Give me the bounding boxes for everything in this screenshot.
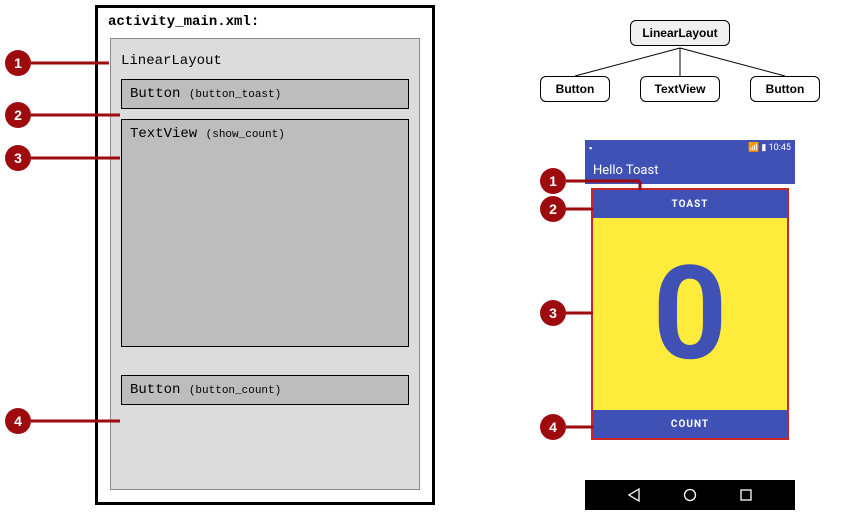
spacer	[121, 357, 409, 375]
tree-child-textview: TextView	[640, 76, 720, 102]
badge-r2: 2	[540, 196, 566, 222]
signal-icon: 📶	[748, 143, 759, 153]
badge-3: 3	[5, 145, 31, 171]
xml-filename: activity_main.xml:	[108, 14, 259, 30]
app-content-outline: TOAST 0 COUNT	[591, 188, 789, 440]
status-time: 10:45	[769, 143, 791, 153]
badge-r3: 3	[540, 300, 566, 326]
status-right: 📶 ▮ 10:45	[748, 143, 791, 153]
linear-layout-box: LinearLayout Button (button_toast) TextV…	[110, 38, 420, 490]
status-bar: ▪ 📶 ▮ 10:45	[585, 140, 795, 156]
show-count-area: 0	[593, 218, 787, 410]
phone-mockup: ▪ 📶 ▮ 10:45 Hello Toast TOAST 0 COUNT	[585, 140, 795, 510]
phone-body: ▪ 📶 ▮ 10:45 Hello Toast TOAST 0 COUNT	[585, 140, 795, 510]
tree-child-button-1: Button	[540, 76, 610, 102]
tree-root-node: LinearLayout	[630, 20, 730, 46]
component-label: Button	[130, 86, 189, 102]
nav-back-icon[interactable]	[627, 488, 641, 502]
phone-screen: ▪ 📶 ▮ 10:45 Hello Toast TOAST 0 COUNT	[585, 140, 795, 480]
badge-r1: 1	[540, 168, 566, 194]
battery-icon: ▮	[761, 143, 766, 153]
component-button-toast: Button (button_toast)	[121, 79, 409, 109]
badge-2: 2	[5, 102, 31, 128]
component-label: Button	[130, 382, 189, 398]
component-id: (button_toast)	[189, 89, 281, 101]
app-bar: Hello Toast	[585, 156, 795, 184]
android-nav-bar	[585, 480, 795, 510]
badge-1: 1	[5, 50, 31, 76]
status-notification-icon: ▪	[589, 143, 592, 154]
component-id: (show_count)	[206, 129, 285, 141]
diagram-root: activity_main.xml: LinearLayout Button (…	[0, 0, 856, 515]
badge-r4: 4	[540, 414, 566, 440]
linear-layout-label: LinearLayout	[121, 53, 409, 69]
component-button-count: Button (button_count)	[121, 375, 409, 405]
component-label: TextView	[130, 126, 206, 142]
nav-recent-icon[interactable]	[739, 488, 753, 502]
count-button[interactable]: COUNT	[593, 410, 787, 438]
component-id: (button_count)	[189, 385, 281, 397]
nav-home-icon[interactable]	[683, 488, 697, 502]
toast-button[interactable]: TOAST	[593, 190, 787, 218]
badge-4: 4	[5, 408, 31, 434]
xml-layout-panel: activity_main.xml: LinearLayout Button (…	[95, 5, 435, 505]
tree-child-button-2: Button	[750, 76, 820, 102]
count-text: 0	[653, 249, 728, 379]
app-title: Hello Toast	[593, 163, 658, 178]
hierarchy-tree: LinearLayout Button TextView Button	[530, 18, 830, 118]
component-textview-showcount: TextView (show_count)	[121, 119, 409, 347]
